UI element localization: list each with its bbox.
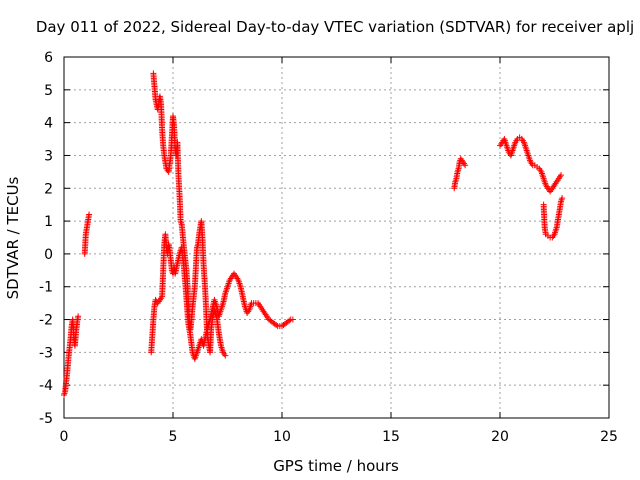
y-tick-label: 6	[44, 50, 53, 66]
x-axis-label: GPS time / hours	[273, 457, 399, 475]
y-axis-label: SDTVAR / TECUs	[4, 176, 22, 299]
data-point	[86, 211, 93, 218]
x-tick-label: 15	[382, 429, 400, 445]
x-tick-label: 20	[491, 429, 509, 445]
data-point	[222, 352, 229, 359]
data-points	[61, 70, 566, 399]
x-tick-label: 0	[60, 429, 69, 445]
x-tick-label: 25	[600, 429, 618, 445]
y-tick-label: -5	[39, 411, 53, 427]
chart-title: Day 011 of 2022, Sidereal Day-to-day VTE…	[36, 18, 634, 36]
grid	[64, 57, 609, 418]
y-tick-label: -2	[39, 313, 53, 329]
y-tick-label: 2	[44, 181, 53, 197]
data-point	[286, 317, 293, 324]
x-tick-label: 10	[273, 429, 291, 445]
data-point	[462, 162, 469, 169]
y-tick-label: 0	[44, 247, 53, 263]
y-tick-label: -1	[39, 280, 53, 296]
x-tick-label: 5	[169, 429, 178, 445]
y-tick-label: -3	[39, 345, 53, 361]
y-tick-label: 4	[44, 116, 53, 132]
y-axis: -5 -4 -3 -2 -1 0 1 2 3 4 5 6	[39, 50, 609, 427]
y-tick-label: -4	[39, 378, 53, 394]
data-point	[559, 195, 566, 202]
data-point	[273, 322, 280, 329]
data-point	[289, 316, 296, 323]
y-tick-label: 5	[44, 83, 53, 99]
data-point	[75, 313, 82, 320]
plot-frame	[63, 56, 610, 419]
data-point	[558, 172, 565, 179]
y-tick-label: 3	[44, 148, 53, 164]
x-axis: 0 5 10 15 20 25	[60, 57, 618, 445]
y-tick-label: 1	[44, 214, 53, 230]
